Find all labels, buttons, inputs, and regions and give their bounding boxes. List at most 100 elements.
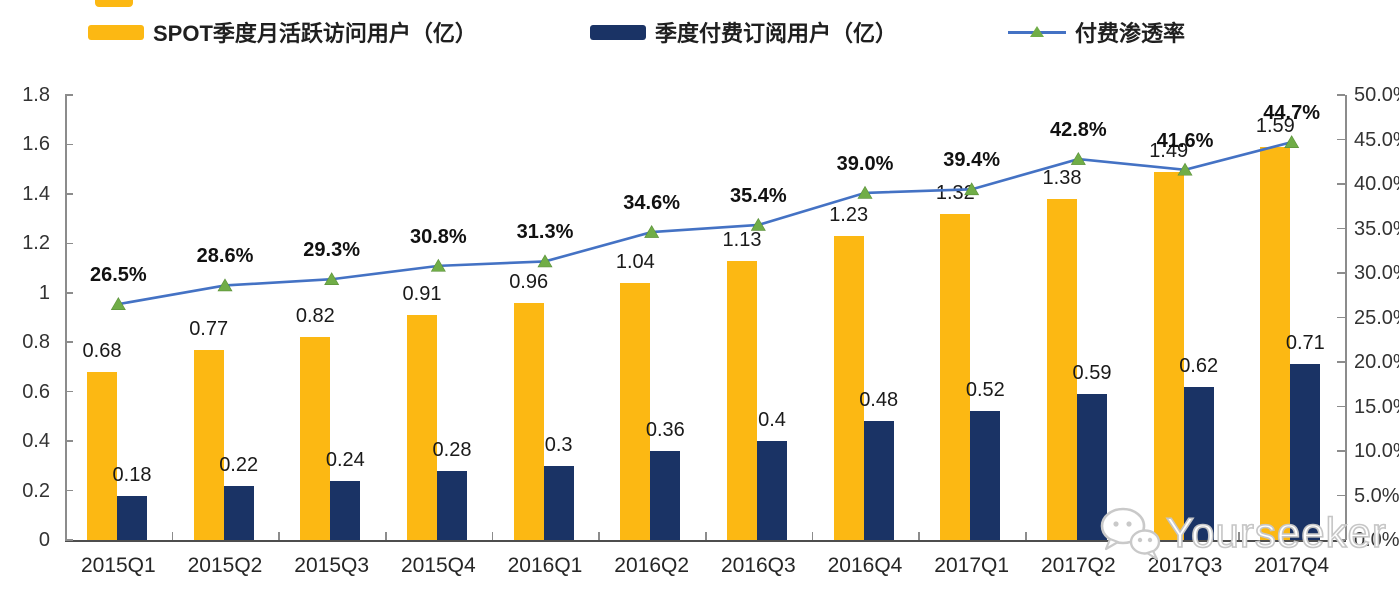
y-axis-left-tick-label: 0.6: [22, 380, 50, 403]
bar-subscribers: [117, 495, 147, 540]
y-axis-right-tick: [1337, 183, 1345, 185]
x-axis-category-label: 2015Q1: [80, 554, 156, 577]
x-axis-category-label: 2016Q4: [827, 554, 903, 577]
legend-swatch-mau: [88, 24, 144, 40]
x-axis-category-label: 2017Q2: [1040, 554, 1116, 577]
bar-subscribers: [1077, 394, 1107, 540]
bar-mau: [513, 302, 544, 540]
y-axis-right-tick-label: 35.0%: [1354, 217, 1399, 240]
bar-label-mau: 1.38: [1042, 166, 1082, 189]
x-axis-category-label: 2015Q4: [400, 554, 476, 577]
bar-label-mau: 0.96: [509, 270, 549, 293]
penetration-value-label: 28.6%: [196, 245, 254, 268]
penetration-value-label: 29.3%: [303, 239, 361, 262]
y-axis-left-tick: [65, 489, 73, 492]
bar-label-mau: 0.91: [402, 283, 442, 306]
bar-label-subscribers: 0.22: [219, 453, 259, 476]
y-axis-right-tick: [1337, 316, 1345, 319]
bar-label-mau: 1.13: [722, 228, 762, 251]
x-axis-tick: [811, 532, 814, 540]
y-axis-right-tick-label: 0.0%: [1354, 529, 1399, 551]
x-axis-category-label: 2016Q2: [614, 554, 690, 577]
bar-mau: [87, 371, 117, 540]
y-axis-left-tick: [65, 292, 73, 294]
penetration-marker: [644, 224, 660, 238]
legend-item-mau: SPOT季度月活跃访问用户（亿）: [88, 16, 477, 48]
line-marker-icon: [1008, 24, 1066, 40]
y-axis-left-tick-label: 1.6: [22, 133, 50, 156]
bar-mau: [300, 337, 331, 540]
x-axis-category-label: 2015Q3: [294, 554, 370, 577]
penetration-value-label: 26.5%: [89, 264, 147, 287]
bar-label-mau: 0.77: [189, 317, 229, 340]
y-axis-left-tick-label: 0.4: [22, 430, 50, 453]
bar-label-subscribers: 0.18: [112, 463, 152, 486]
x-axis-tick: [171, 532, 174, 540]
legend-label-subscribers: 季度付费订阅用户（亿）: [655, 21, 898, 46]
bar-subscribers: [543, 465, 574, 540]
bar-subscribers: [330, 480, 361, 540]
bar-label-subscribers: 0.24: [325, 448, 365, 471]
bar-label-mau: 0.68: [82, 339, 122, 362]
y-axis-right-tick: [1337, 405, 1345, 408]
y-axis-right-tick: [1337, 361, 1345, 363]
penetration-value-label: 41.6%: [1156, 129, 1214, 152]
penetration-marker: [217, 278, 233, 292]
penetration-marker: [430, 258, 446, 272]
y-axis-right-tick: [1337, 494, 1345, 497]
bar-subscribers: [863, 421, 894, 540]
x-axis-tick: [705, 532, 707, 540]
y-axis-right-tick: [1337, 94, 1345, 96]
bar-subscribers: [1183, 386, 1214, 540]
bar-subscribers: [437, 470, 467, 540]
bar-label-mau: 1.23: [829, 203, 869, 226]
x-axis-category-label: 2016Q3: [720, 554, 796, 577]
y-axis-left-tick: [65, 94, 73, 96]
x-axis-tick: [1025, 532, 1027, 540]
y-axis-left-tick: [65, 539, 73, 541]
y-axis-left-tick: [65, 390, 73, 393]
bar-label-mau: 1.32: [935, 181, 975, 204]
bar-label-subscribers: 0.52: [965, 379, 1005, 402]
y-axis-right-tick-label: 45.0%: [1354, 128, 1399, 151]
y-axis-left-tick: [65, 440, 73, 442]
x-axis-category-label: 2015Q2: [187, 554, 263, 577]
watermark: Yourseeker: [1096, 501, 1387, 565]
y-axis-left-tick-label: 1.8: [22, 84, 50, 106]
x-axis-tick: [65, 532, 67, 540]
penetration-marker: [537, 254, 553, 268]
penetration-marker: [324, 272, 340, 286]
x-axis-tick: [598, 532, 600, 540]
y-axis-right-spine: [1345, 95, 1347, 540]
bar-label-mau: 0.82: [295, 305, 335, 328]
cropped-yellow-artifact: [95, 0, 133, 7]
x-axis-category-label: 2017Q4: [1254, 554, 1330, 577]
y-axis-right-tick-label: 5.0%: [1354, 484, 1399, 507]
y-axis-left-tick: [65, 193, 73, 195]
y-axis-right-tick-label: 15.0%: [1354, 395, 1399, 418]
bar-subscribers: [970, 411, 1001, 540]
bar-label-subscribers: 0.3: [544, 433, 573, 456]
bar-mau: [940, 213, 971, 540]
y-axis-left-tick-label: 0.2: [22, 479, 50, 502]
x-axis-tick: [385, 532, 387, 540]
bar-subscribers: [757, 441, 787, 540]
x-axis-category-label: 2017Q1: [934, 554, 1010, 577]
legend-swatch-subscribers: [590, 24, 646, 40]
bar-label-mau: 1.59: [1255, 114, 1295, 137]
y-axis-right-tick-label: 20.0%: [1354, 351, 1399, 373]
bar-label-subscribers: 0.59: [1072, 362, 1112, 385]
penetration-value-label: 44.7%: [1263, 102, 1321, 125]
bar-label-subscribers: 0.4: [758, 409, 786, 432]
bar-label-subscribers: 0.36: [645, 419, 685, 441]
bar-mau: [727, 260, 757, 540]
y-axis-left-tick-label: 1.2: [22, 232, 50, 255]
bar-mau: [193, 349, 224, 540]
x-axis-category-label: 2016Q1: [507, 554, 583, 577]
bar-label-mau: 1.04: [615, 250, 655, 273]
penetration-marker: [110, 297, 126, 310]
x-axis-tick: [278, 532, 280, 540]
penetration-value-label: 34.6%: [623, 192, 681, 215]
y-axis-right-tick-label: 50.0%: [1354, 84, 1399, 106]
